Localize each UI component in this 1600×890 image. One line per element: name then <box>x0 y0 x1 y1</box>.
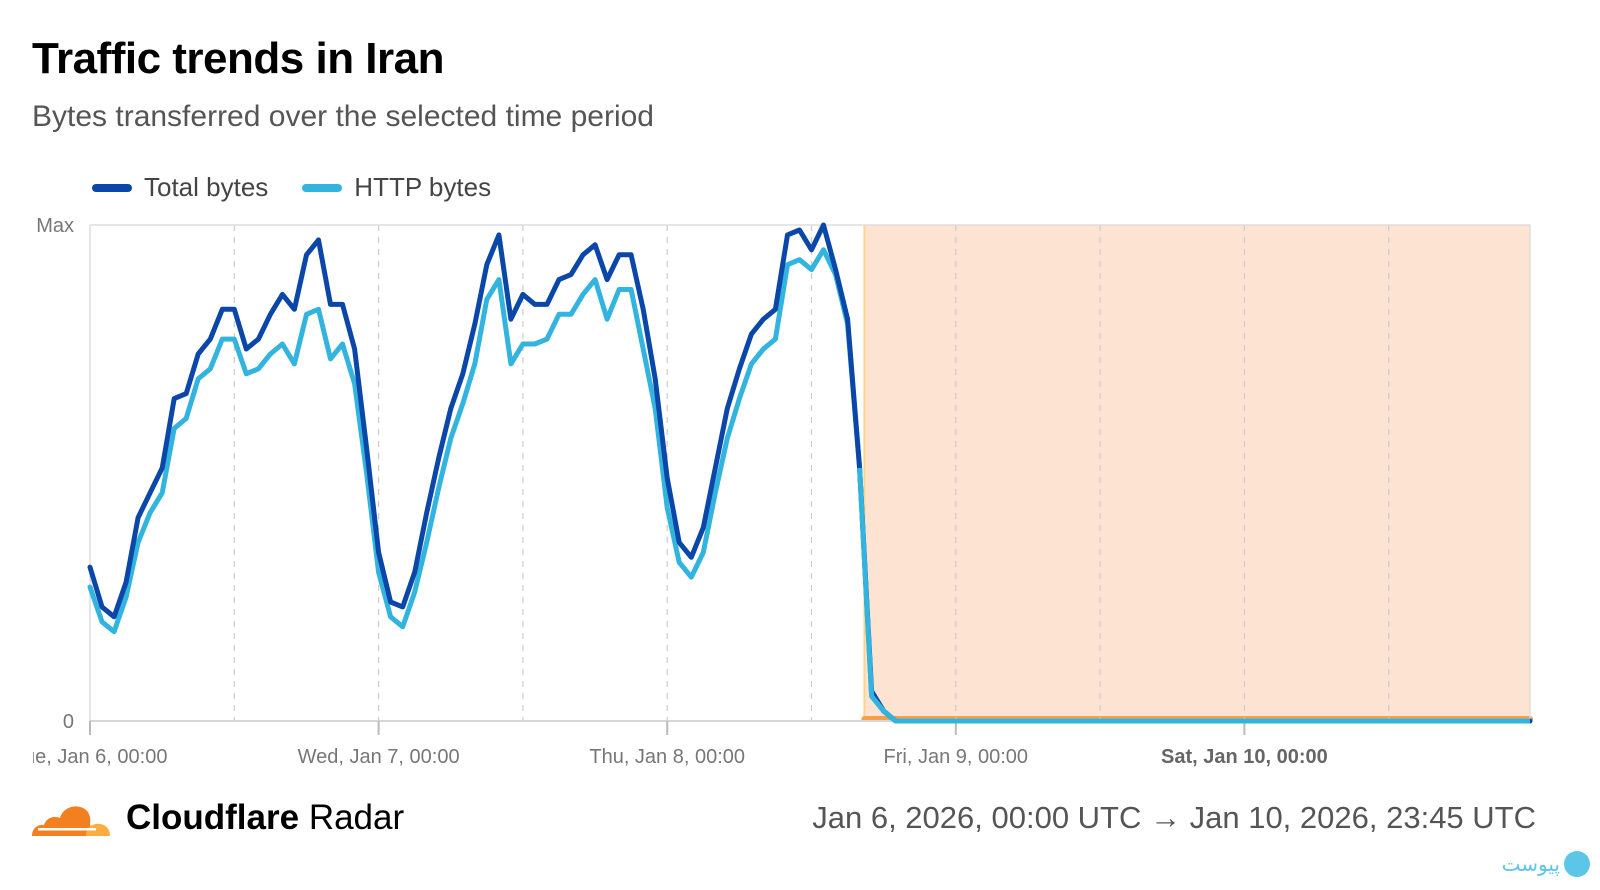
legend-label-total: Total bytes <box>144 172 269 202</box>
series-line-total-bytes <box>87 222 1533 724</box>
traffic-chart: 0 Max Tue, Jan 6, 00:00 Wed, Jan 7, 00:00 T… <box>13 215 1533 768</box>
brand-light: Radar <box>308 798 405 837</box>
legend-label-http: HTTP bytes <box>354 172 492 202</box>
legend-swatch-http <box>302 183 343 192</box>
cloudflare-radar-logo: Cloudflare Radar <box>30 798 404 838</box>
x-tick-label: Thu, Jan 8, 00:00 <box>589 746 745 768</box>
cloudflare-cloud-icon <box>32 806 110 836</box>
x-tick-label: Wed, Jan 7, 00:00 <box>298 746 460 768</box>
series-line-http-bytes-tail <box>857 467 1530 724</box>
legend-swatch-total <box>92 183 132 192</box>
y-tick-label: 0 <box>63 711 74 733</box>
legend-item-total-bytes[interactable]: Total bytes <box>92 172 268 203</box>
series-line-http-bytes <box>87 247 1533 724</box>
date-range: Jan 6, 2026, 00:00 UTC → Jan 10, 2026, 2… <box>812 800 1536 835</box>
brand-bold: Cloudflare <box>126 798 300 837</box>
x-tick-label: Fri, Jan 9, 00:00 <box>884 746 1029 768</box>
brand-name: Cloudflare Radar <box>126 798 404 838</box>
x-tick-label: Sat, Jan 10, 00:00 <box>1161 746 1328 768</box>
legend-item-http-bytes[interactable]: HTTP bytes <box>302 172 491 203</box>
page-subtitle: Bytes transferred over the selected time… <box>32 100 654 133</box>
x-tick-label: Tue, Jan 6, 00:00 <box>13 746 168 768</box>
watermark: پیوست <box>1502 848 1590 880</box>
watermark-text: پیوست <box>1501 852 1560 876</box>
watermark-logo-icon <box>1564 851 1590 877</box>
outage-region <box>863 224 1531 722</box>
chart-legend: Total bytes HTTP bytes <box>92 172 491 203</box>
page-title: Traffic trends in Iran <box>32 34 444 83</box>
y-tick-label: Max <box>36 215 74 237</box>
